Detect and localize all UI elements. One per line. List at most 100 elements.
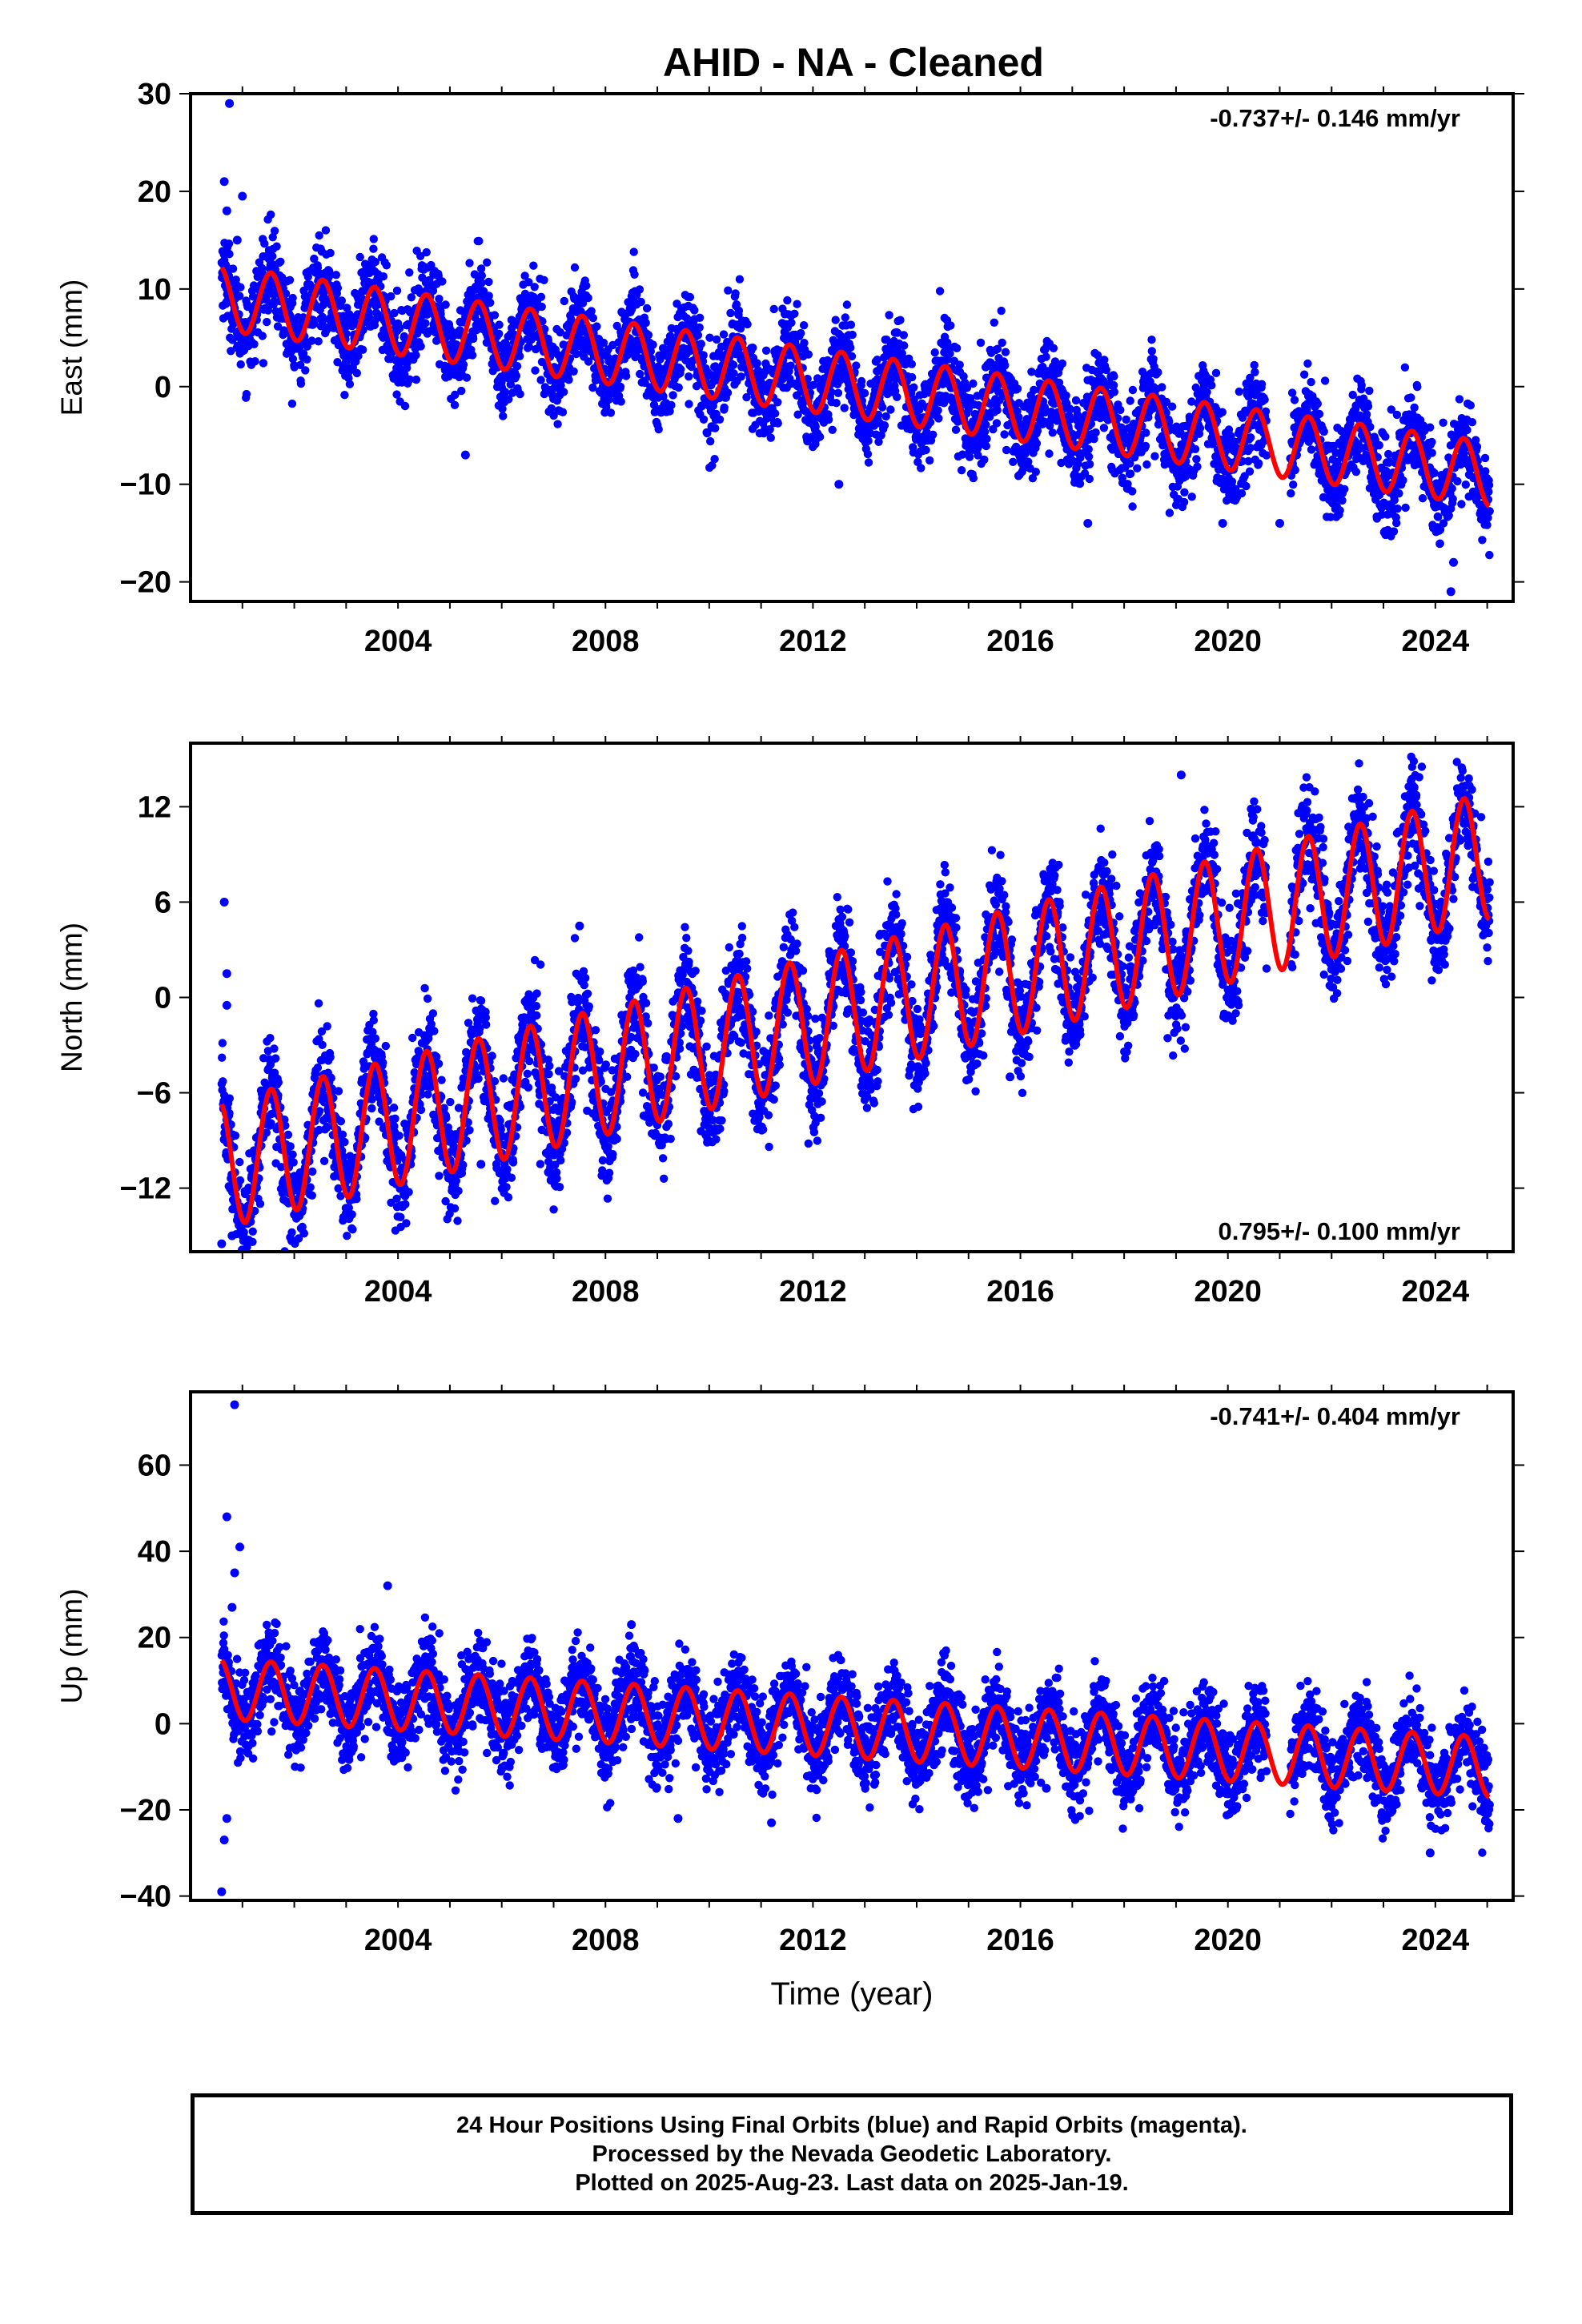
data-point xyxy=(786,361,795,370)
data-point xyxy=(929,430,938,439)
panels: 2004 2008 2012 2016 2020 20243020100−10−20Eas… xyxy=(55,78,1524,2012)
data-point xyxy=(323,1022,331,1031)
data-point xyxy=(342,329,351,338)
data-point xyxy=(729,369,738,378)
data-point xyxy=(268,233,277,242)
data-point xyxy=(886,405,895,414)
data-point xyxy=(864,436,873,445)
data-point xyxy=(315,231,323,240)
data-point xyxy=(726,308,735,318)
data-point xyxy=(695,323,704,332)
data-point xyxy=(636,297,645,307)
data-point xyxy=(1167,402,1177,411)
data-point xyxy=(421,319,430,328)
data-point xyxy=(659,392,668,401)
data-point xyxy=(468,351,477,360)
y-tick-label: −10 xyxy=(120,468,171,502)
data-point xyxy=(1150,452,1159,460)
data-point xyxy=(1413,382,1422,392)
data-point xyxy=(560,296,568,306)
data-point xyxy=(1484,480,1494,489)
data-point xyxy=(669,391,677,400)
data-point xyxy=(1207,381,1216,390)
data-point xyxy=(790,309,799,318)
data-point xyxy=(1001,348,1010,356)
data-point xyxy=(387,292,396,301)
data-point xyxy=(773,398,782,407)
data-point xyxy=(857,376,866,386)
data-point xyxy=(926,456,934,465)
outlier-point xyxy=(834,480,844,489)
data-point xyxy=(462,373,472,382)
data-point xyxy=(285,275,295,284)
data-point xyxy=(641,319,650,328)
data-point xyxy=(248,1227,257,1236)
data-point xyxy=(413,329,422,338)
data-point xyxy=(319,316,327,324)
data-point xyxy=(272,242,281,251)
data-point xyxy=(512,362,522,371)
data-point xyxy=(218,1053,227,1062)
data-point xyxy=(307,336,316,345)
data-point xyxy=(321,226,331,235)
data-point xyxy=(1242,481,1251,491)
data-point xyxy=(1126,469,1135,478)
data-point xyxy=(242,1276,250,1284)
data-point xyxy=(735,275,745,283)
data-point xyxy=(1320,376,1330,385)
data-point xyxy=(259,359,268,368)
data-point xyxy=(369,1015,378,1025)
data-point xyxy=(1246,433,1255,442)
data-point xyxy=(245,1261,253,1269)
data-point xyxy=(382,261,391,270)
data-point xyxy=(303,342,311,351)
data-point xyxy=(1363,402,1373,411)
data-point xyxy=(235,292,244,300)
data-point xyxy=(674,383,683,392)
data-point xyxy=(1365,386,1374,396)
data-point xyxy=(860,388,869,398)
data-point xyxy=(435,295,444,304)
data-point xyxy=(556,328,564,337)
data-point xyxy=(529,261,538,270)
data-point xyxy=(907,360,917,368)
data-point xyxy=(392,390,401,399)
data-point xyxy=(457,386,466,396)
data-point xyxy=(299,1229,308,1238)
data-point xyxy=(236,360,245,369)
data-point xyxy=(407,293,416,302)
data-point xyxy=(1291,465,1299,475)
data-point xyxy=(1315,409,1324,419)
data-point xyxy=(893,392,901,401)
data-point xyxy=(1447,484,1456,493)
data-point xyxy=(450,400,460,409)
data-point xyxy=(1287,388,1297,397)
data-point xyxy=(1463,425,1472,435)
data-point xyxy=(354,352,363,360)
data-point xyxy=(588,383,597,392)
data-point xyxy=(1128,385,1138,395)
data-point xyxy=(347,1210,356,1219)
data-point xyxy=(599,338,608,348)
y-tick-label: 10 xyxy=(138,273,171,307)
data-point xyxy=(1335,506,1344,515)
data-point xyxy=(236,283,245,292)
data-point xyxy=(270,227,279,235)
data-point xyxy=(885,311,893,320)
data-point xyxy=(711,424,720,432)
data-point xyxy=(271,1054,280,1063)
outlier-point xyxy=(1448,557,1458,567)
data-point xyxy=(1250,360,1259,370)
data-point xyxy=(238,1272,246,1280)
data-point xyxy=(296,360,305,369)
data-point xyxy=(338,1130,347,1140)
data-point xyxy=(1187,493,1196,501)
data-point xyxy=(831,316,840,324)
data-point xyxy=(715,415,725,424)
data-point xyxy=(504,395,513,404)
data-point xyxy=(723,388,733,397)
data-point xyxy=(729,360,738,369)
data-point xyxy=(833,388,843,397)
data-point xyxy=(495,320,504,329)
data-point xyxy=(484,292,493,300)
